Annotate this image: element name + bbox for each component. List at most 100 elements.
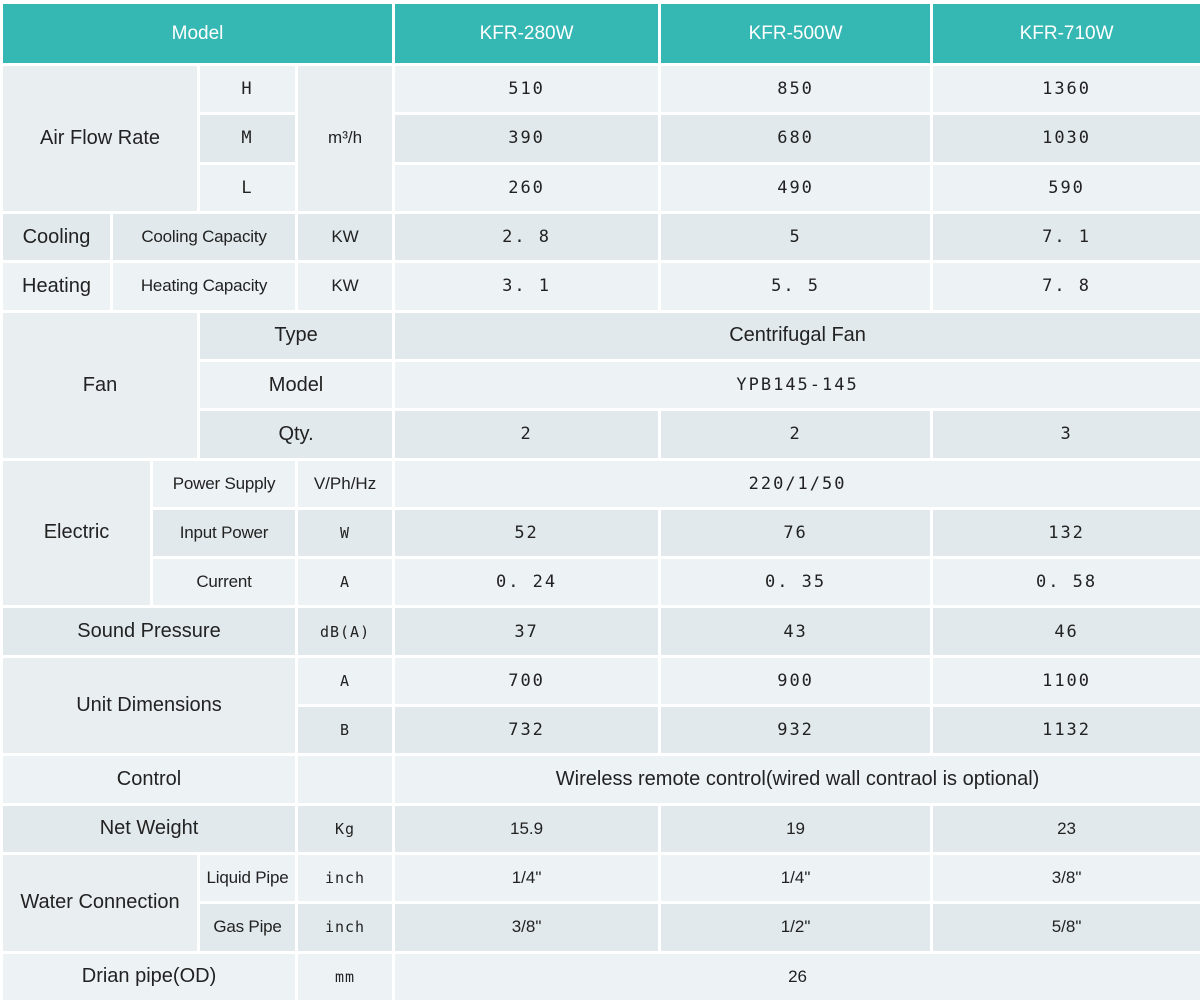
- sound-val-3: 46: [930, 605, 1200, 658]
- row-gas-pipe: Gas Pipe inch 3/8" 1/2" 5/8": [1, 901, 1200, 954]
- control-value: Wireless remote control(wired wall contr…: [392, 753, 1200, 806]
- gas-pipe-val-3: 5/8": [930, 901, 1200, 954]
- heating-unit: KW: [294, 260, 396, 313]
- fan-model-label: Model: [196, 358, 396, 412]
- airflow-m-val-3: 1030: [930, 112, 1200, 165]
- liquid-pipe-label: Liquid Pipe: [197, 851, 298, 905]
- dimension-a-label: A: [294, 654, 396, 708]
- airflow-unit: m³/h: [294, 63, 396, 214]
- liquid-pipe-val-1: 1/4": [392, 851, 662, 905]
- cooling-val-2: 5: [658, 210, 934, 264]
- row-current: Current A 0. 24 0. 35 0. 58: [1, 556, 1200, 609]
- net-weight-unit: Kg: [294, 802, 396, 856]
- input-power-label: Input Power: [150, 506, 298, 560]
- drain-pipe-unit: mm: [294, 950, 396, 1004]
- fan-qty-label: Qty.: [196, 408, 396, 461]
- heating-val-2: 5. 5: [658, 260, 934, 313]
- row-input-power: Input Power W 52 76 132: [1, 506, 1200, 560]
- airflow-l-val-3: 590: [930, 161, 1200, 214]
- gas-pipe-val-1: 3/8": [392, 901, 662, 954]
- row-airflow-l: L 260 490 590: [1, 161, 1200, 214]
- airflow-h-val-3: 1360: [930, 62, 1200, 116]
- airflow-h-val-1: 510: [392, 62, 662, 116]
- liquid-pipe-val-3: 3/8": [930, 851, 1200, 905]
- input-power-val-3: 132: [930, 506, 1200, 560]
- current-val-1: 0. 24: [392, 556, 662, 609]
- cooling-label: Cooling: [0, 210, 113, 264]
- row-heating: Heating Heating Capacity KW 3. 1 5. 5 7.…: [0, 260, 1200, 313]
- row-sound-pressure: Sound Pressure dB(A) 37 43 46: [0, 605, 1200, 658]
- row-drain-pipe: Drian pipe(OD) mm 26: [0, 950, 1200, 1004]
- dimension-b-val-3: 1132: [930, 704, 1200, 757]
- airflow-m-val-1: 390: [392, 112, 662, 165]
- row-fan-type: Fan Type Centrifugal Fan: [0, 309, 1200, 461]
- liquid-pipe-unit: inch: [294, 851, 396, 905]
- sound-pressure-unit: dB(A): [294, 605, 396, 658]
- water-connection-label: Water Connection: [0, 852, 200, 954]
- unit-dimensions-label: Unit Dimensions: [0, 654, 298, 757]
- sound-val-2: 43: [658, 605, 934, 658]
- heating-val-3: 7. 8: [930, 260, 1200, 313]
- current-label: Current: [150, 556, 298, 609]
- drain-pipe-label: Drian pipe(OD): [0, 950, 298, 1004]
- net-weight-label: Net Weight: [0, 802, 298, 856]
- input-power-val-1: 52: [392, 506, 662, 560]
- airflow-speed-m: M: [197, 112, 298, 165]
- control-label: Control: [0, 753, 298, 806]
- row-airflow-h: Air Flow Rate H m³/h 510 850 1360: [0, 62, 1200, 214]
- cooling-val-3: 7. 1: [930, 210, 1200, 264]
- net-weight-val-2: 19: [658, 802, 934, 856]
- row-net-weight: Net Weight Kg 15.9 19 23: [0, 802, 1200, 856]
- input-power-unit: W: [294, 506, 396, 560]
- fan-label: Fan: [0, 309, 200, 461]
- power-supply-value: 220/1/50: [392, 457, 1200, 510]
- liquid-pipe-val-2: 1/4": [658, 851, 934, 905]
- electric-label: Electric: [0, 457, 153, 609]
- fan-qty-val-1: 2: [392, 408, 662, 461]
- row-airflow-m: M 390 680 1030: [1, 112, 1200, 165]
- input-power-val-2: 76: [658, 506, 934, 560]
- sound-val-1: 37: [392, 605, 662, 658]
- dimension-a-val-3: 1100: [930, 654, 1200, 708]
- cooling-unit: KW: [294, 210, 396, 264]
- row-fan-model: Model YPB145-145: [1, 358, 1200, 412]
- net-weight-val-1: 15.9: [392, 802, 662, 856]
- header-model-kfr710w: KFR-710W: [930, 1, 1200, 66]
- dimension-a-val-2: 900: [658, 654, 934, 708]
- airflow-m-val-2: 680: [658, 112, 934, 165]
- power-supply-unit: V/Ph/Hz: [294, 457, 396, 510]
- row-power-supply: Electric Power Supply V/Ph/Hz 220/1/50: [0, 457, 1200, 609]
- airflow-speed-h: H: [197, 62, 298, 116]
- heating-label: Heating: [0, 260, 113, 313]
- airflow-l-val-2: 490: [658, 161, 934, 214]
- net-weight-val-3: 23: [930, 802, 1200, 856]
- gas-pipe-label: Gas Pipe: [197, 901, 298, 954]
- airflow-label: Air Flow Rate: [0, 63, 200, 214]
- header-model-kfr500w: KFR-500W: [658, 1, 934, 66]
- row-cooling: Cooling Cooling Capacity KW 2. 8 5 7. 1: [0, 210, 1200, 264]
- fan-type-label: Type: [196, 309, 396, 362]
- fan-qty-val-2: 2: [658, 408, 934, 461]
- dimension-b-label: B: [294, 704, 396, 757]
- dimension-b-val-2: 932: [658, 704, 934, 757]
- dimension-b-val-1: 732: [392, 704, 662, 757]
- cooling-val-1: 2. 8: [392, 210, 662, 264]
- fan-type-value: Centrifugal Fan: [392, 309, 1200, 362]
- cooling-capacity-label: Cooling Capacity: [110, 210, 298, 264]
- fan-qty-val-3: 3: [930, 408, 1200, 461]
- airflow-l-val-1: 260: [392, 161, 662, 214]
- row-fan-qty: Qty. 2 2 3: [1, 408, 1200, 461]
- gas-pipe-unit: inch: [294, 901, 396, 954]
- airflow-speed-l: L: [197, 161, 298, 214]
- heating-capacity-label: Heating Capacity: [110, 260, 298, 313]
- sound-pressure-label: Sound Pressure: [0, 605, 298, 658]
- airflow-h-val-2: 850: [658, 62, 934, 116]
- drain-pipe-value: 26: [392, 950, 1200, 1004]
- header-model-cell: Model: [0, 1, 396, 66]
- row-liquid-pipe: Water Connection Liquid Pipe inch 1/4" 1…: [0, 851, 1200, 954]
- current-val-3: 0. 58: [930, 556, 1200, 609]
- current-unit: A: [294, 556, 396, 609]
- control-unit-empty-cell: [294, 753, 396, 806]
